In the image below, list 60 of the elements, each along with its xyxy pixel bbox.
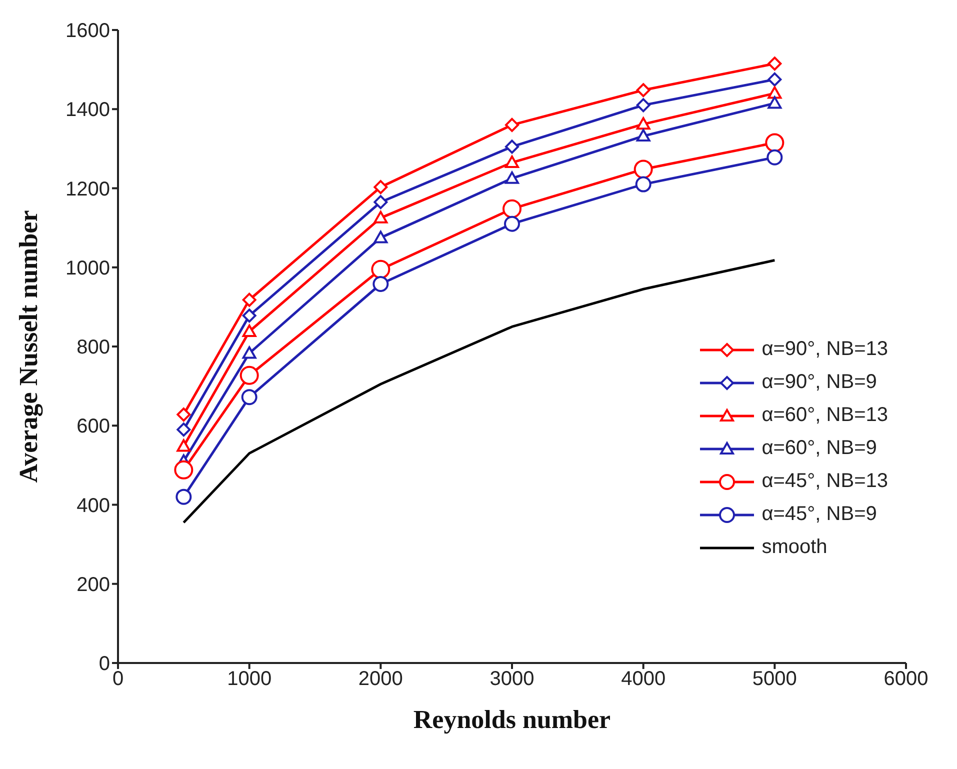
point xyxy=(636,98,650,112)
point xyxy=(502,199,522,218)
point xyxy=(505,140,519,154)
y-tick-label: 1400 xyxy=(66,99,110,122)
x-axis-title: Reynolds number xyxy=(413,705,611,734)
point xyxy=(374,195,388,210)
y-tick-label: 400 xyxy=(76,494,110,517)
legend-label: α=90°, NB=9 xyxy=(762,371,877,394)
point xyxy=(765,133,784,152)
point xyxy=(504,216,520,232)
point xyxy=(766,149,783,166)
x-tick-label: 0 xyxy=(112,668,124,690)
point xyxy=(374,180,388,194)
point xyxy=(636,129,650,142)
point xyxy=(768,86,782,99)
x-tick-label: 6000 xyxy=(884,668,928,690)
point xyxy=(176,408,191,422)
point xyxy=(374,210,388,224)
point xyxy=(176,488,192,505)
x-tick-label: 2000 xyxy=(358,668,403,690)
legend-label: α=45°, NB=13 xyxy=(762,470,888,493)
legend-label: α=45°, NB=9 xyxy=(762,503,877,526)
legend-label: smooth xyxy=(762,536,828,559)
point xyxy=(374,230,388,244)
point xyxy=(242,346,256,359)
point xyxy=(372,276,389,292)
y-axis-title: Average Nusselt number xyxy=(14,210,44,483)
y-tick-label: 0 xyxy=(98,653,110,676)
y-tick-label: 1000 xyxy=(66,257,110,280)
point xyxy=(242,308,256,323)
point xyxy=(634,160,653,179)
point xyxy=(241,389,258,406)
point xyxy=(174,460,194,480)
point xyxy=(505,118,519,132)
legend-label: α=90°, NB=13 xyxy=(762,338,888,361)
y-tick-label: 200 xyxy=(76,574,110,596)
point xyxy=(768,72,782,86)
point xyxy=(176,439,191,452)
point xyxy=(768,56,782,71)
point xyxy=(242,324,256,337)
point xyxy=(371,260,390,279)
x-tick-label: 1000 xyxy=(227,668,272,690)
x-tick-label: 4000 xyxy=(621,668,666,690)
point xyxy=(636,117,650,130)
y-tick-label: 600 xyxy=(76,416,110,438)
y-tick-label: 1600 xyxy=(66,20,110,42)
y-tick-label: 800 xyxy=(76,336,110,359)
point xyxy=(635,176,652,192)
x-tick-label: 3000 xyxy=(490,668,534,690)
x-tick-label: 5000 xyxy=(752,668,797,690)
point xyxy=(176,422,191,437)
point xyxy=(636,83,650,98)
point xyxy=(768,96,782,109)
point xyxy=(242,292,256,307)
point xyxy=(240,366,259,385)
y-tick-label: 1200 xyxy=(66,178,110,200)
point xyxy=(505,171,519,184)
legend-label: α=60°, NB=13 xyxy=(762,404,888,427)
point xyxy=(505,156,519,168)
legend-label: α=60°, NB=9 xyxy=(762,437,877,460)
